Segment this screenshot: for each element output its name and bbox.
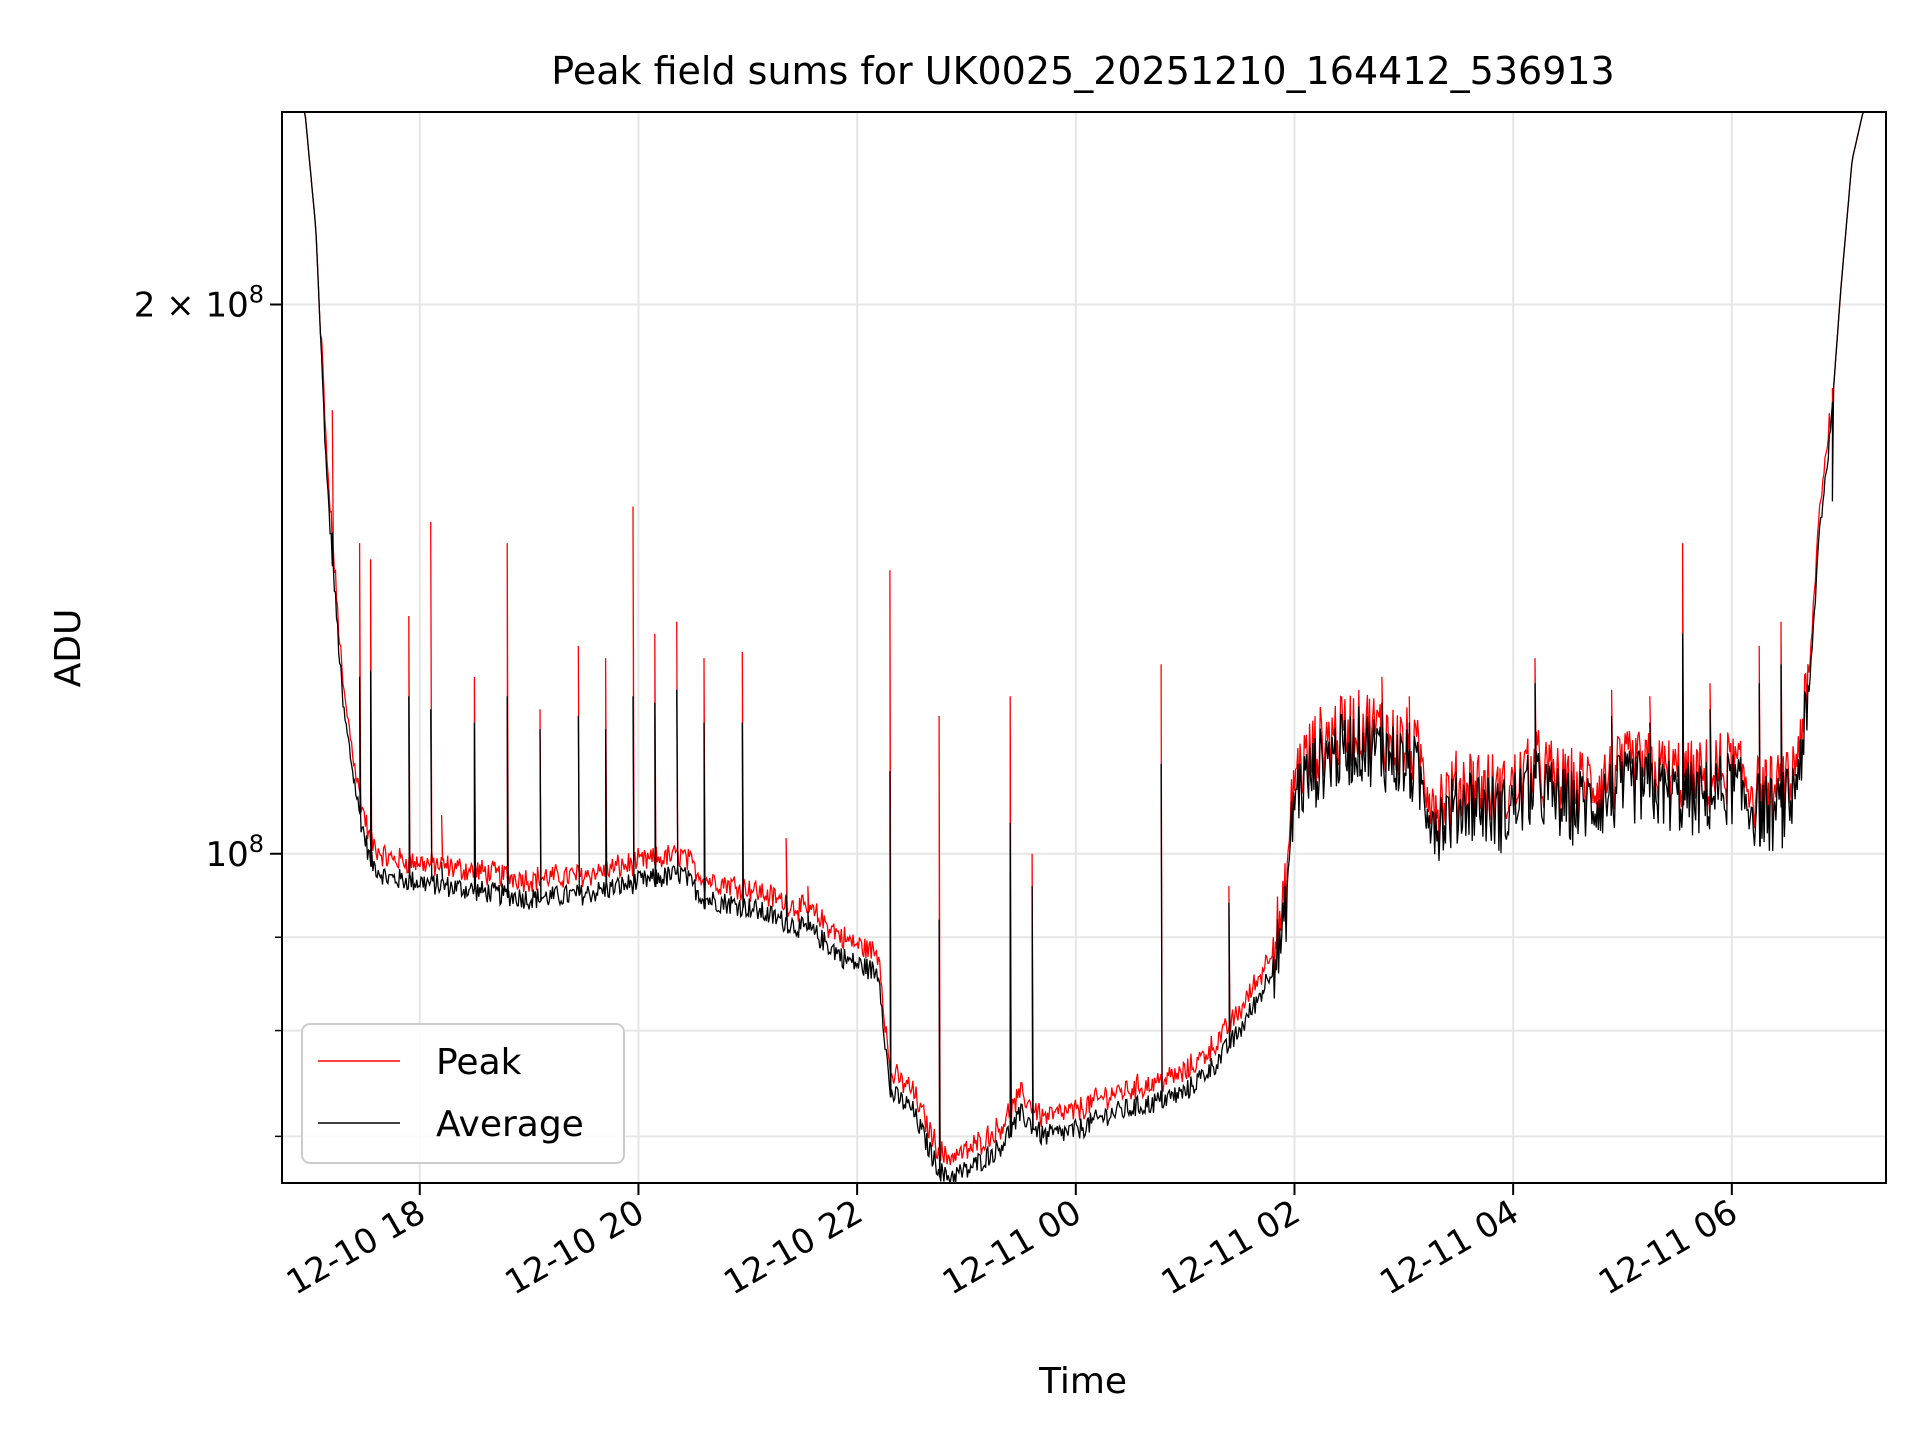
legend-peak-label: Peak <box>436 1042 522 1083</box>
y-axis-label: ADU <box>48 609 89 688</box>
y-axis-ticks: 2 × 108 108 <box>134 281 282 1138</box>
legend: Peak Average <box>301 1023 625 1164</box>
legend-box <box>301 1023 625 1164</box>
plot-data-layer <box>282 112 1886 1183</box>
x-axis-label: Time <box>1038 1361 1127 1402</box>
chart-title: Peak field sums for UK0025_20251210_1644… <box>551 49 1614 93</box>
y-tick-label: 108 <box>205 830 264 875</box>
plot-frame <box>281 111 1887 1184</box>
legend-average-label: Average <box>436 1104 584 1145</box>
series-average-line <box>282 112 1886 1183</box>
series-peak-line <box>282 112 1886 1165</box>
y-tick-label: 2 × 108 <box>134 281 264 326</box>
